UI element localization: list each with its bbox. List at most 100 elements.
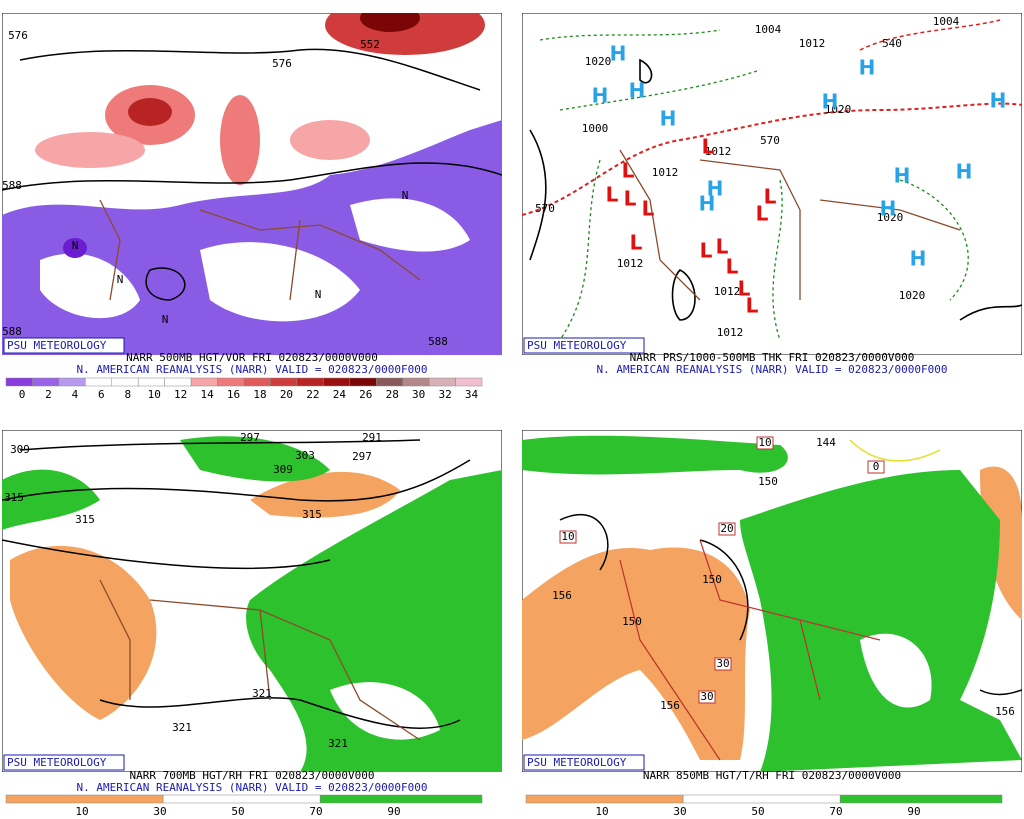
colorbar-label: 30 bbox=[153, 805, 166, 818]
contour-label: 309 bbox=[10, 443, 30, 456]
colorbar-segment bbox=[5, 794, 164, 804]
contour-label: 540 bbox=[882, 37, 902, 50]
contour-label: 1012 bbox=[617, 257, 644, 270]
colorbar-label: 22 bbox=[306, 388, 319, 401]
contour-label: N bbox=[72, 239, 79, 252]
contour-label: 552 bbox=[360, 38, 380, 51]
high-marker: H bbox=[956, 160, 973, 184]
colorbar-label: 2 bbox=[45, 388, 52, 401]
low-marker: L bbox=[764, 185, 777, 209]
contour-label: 315 bbox=[302, 508, 322, 521]
high-marker: H bbox=[910, 247, 927, 271]
colorbar-label: 26 bbox=[359, 388, 372, 401]
colorbar-swatch bbox=[349, 377, 377, 387]
contour-label: 1012 bbox=[705, 145, 732, 158]
colorbar-label: 50 bbox=[231, 805, 244, 818]
high-marker: H bbox=[660, 107, 677, 131]
boxed-label: 30 bbox=[700, 690, 713, 703]
colorbar-swatch bbox=[85, 377, 113, 387]
contour-label: 1012 bbox=[717, 326, 744, 339]
low-marker: L bbox=[756, 202, 769, 226]
contour-label: 291 bbox=[362, 431, 382, 444]
map-slp-thickness bbox=[522, 13, 1022, 355]
contour-label: 570 bbox=[760, 134, 780, 147]
contour-label: 1020 bbox=[899, 289, 926, 302]
low-marker: L bbox=[622, 159, 635, 183]
low-marker: L bbox=[700, 239, 713, 263]
contour-label: N bbox=[315, 288, 322, 301]
contour-label: 588 bbox=[2, 325, 22, 338]
colorbar-label: 90 bbox=[907, 805, 920, 818]
colorbar-swatch bbox=[455, 377, 483, 387]
contour-label: 1020 bbox=[877, 211, 904, 224]
colorbar-label: 20 bbox=[280, 388, 293, 401]
colorbar-swatch bbox=[375, 377, 403, 387]
map-700mb bbox=[2, 430, 502, 772]
colorbar-segment bbox=[525, 794, 684, 804]
high-marker: H bbox=[629, 79, 646, 103]
low-marker: L bbox=[726, 255, 739, 279]
colorbar-label: 28 bbox=[386, 388, 399, 401]
colorbar-label: 6 bbox=[98, 388, 105, 401]
colorbar-swatch bbox=[164, 377, 192, 387]
colorbar-label: 50 bbox=[751, 805, 764, 818]
colorbar-label: 24 bbox=[333, 388, 347, 401]
colorbar-swatch bbox=[137, 377, 165, 387]
colorbar-label: 16 bbox=[227, 388, 240, 401]
contour-label: 588 bbox=[428, 335, 448, 348]
colorbar-swatch bbox=[190, 377, 218, 387]
high-marker: H bbox=[610, 42, 627, 66]
contour-label: 315 bbox=[75, 513, 95, 526]
colorbar-label: 10 bbox=[148, 388, 161, 401]
caption-line2: N. AMERICAN REANALYSIS (NARR) VALID = 02… bbox=[77, 781, 428, 794]
contour-label: 156 bbox=[995, 705, 1015, 718]
high-marker: H bbox=[859, 56, 876, 80]
colorbar-swatch bbox=[217, 377, 245, 387]
low-marker: L bbox=[606, 183, 619, 207]
colorbar-segment bbox=[839, 794, 1003, 804]
colorbar-swatch bbox=[270, 377, 298, 387]
contour-label: 1000 bbox=[582, 122, 609, 135]
boxed-label-box bbox=[714, 657, 732, 671]
boxed-label: 10 bbox=[561, 530, 574, 543]
boxed-label: 20 bbox=[720, 522, 733, 535]
colorbar-label: 18 bbox=[253, 388, 266, 401]
contour-label: 321 bbox=[252, 687, 272, 700]
boxed-label-box bbox=[718, 522, 736, 536]
colorbar-swatch bbox=[58, 377, 86, 387]
colorbar-segment bbox=[319, 794, 483, 804]
colorbar-segment bbox=[162, 794, 321, 804]
low-marker: L bbox=[738, 277, 751, 301]
high-marker: H bbox=[880, 197, 897, 221]
contour-label: 1012 bbox=[799, 37, 826, 50]
contour-label: 303 bbox=[295, 449, 315, 462]
contour-label: 156 bbox=[552, 589, 572, 602]
high-marker: H bbox=[699, 192, 716, 216]
boxed-label: 0 bbox=[873, 460, 880, 473]
boxed-label: 30 bbox=[716, 657, 729, 670]
high-marker: H bbox=[990, 89, 1007, 113]
colorbar-label: 90 bbox=[387, 805, 400, 818]
boxed-label: 10 bbox=[758, 436, 771, 449]
badge-box bbox=[3, 754, 125, 771]
boxed-label-box bbox=[559, 530, 577, 544]
contour-label: 1020 bbox=[825, 103, 852, 116]
colorbar-label: 0 bbox=[19, 388, 26, 401]
contour-label: 588 bbox=[2, 179, 22, 192]
colorbar-label: 70 bbox=[309, 805, 322, 818]
colorbar-swatch bbox=[5, 377, 33, 387]
badge: PSU METEOROLOGY bbox=[7, 756, 107, 769]
low-marker: L bbox=[702, 135, 715, 159]
colorbar-swatch bbox=[323, 377, 351, 387]
low-marker: L bbox=[746, 294, 759, 318]
boxed-label-box bbox=[867, 460, 885, 474]
colorbar-swatch bbox=[428, 377, 456, 387]
colorbar-swatch bbox=[402, 377, 430, 387]
colorbar-segment bbox=[682, 794, 841, 804]
badge-box bbox=[3, 337, 125, 354]
contour-label: N bbox=[402, 189, 409, 202]
contour-label: 150 bbox=[702, 573, 722, 586]
badge: PSU METEOROLOGY bbox=[527, 756, 627, 769]
low-marker: L bbox=[716, 235, 729, 259]
